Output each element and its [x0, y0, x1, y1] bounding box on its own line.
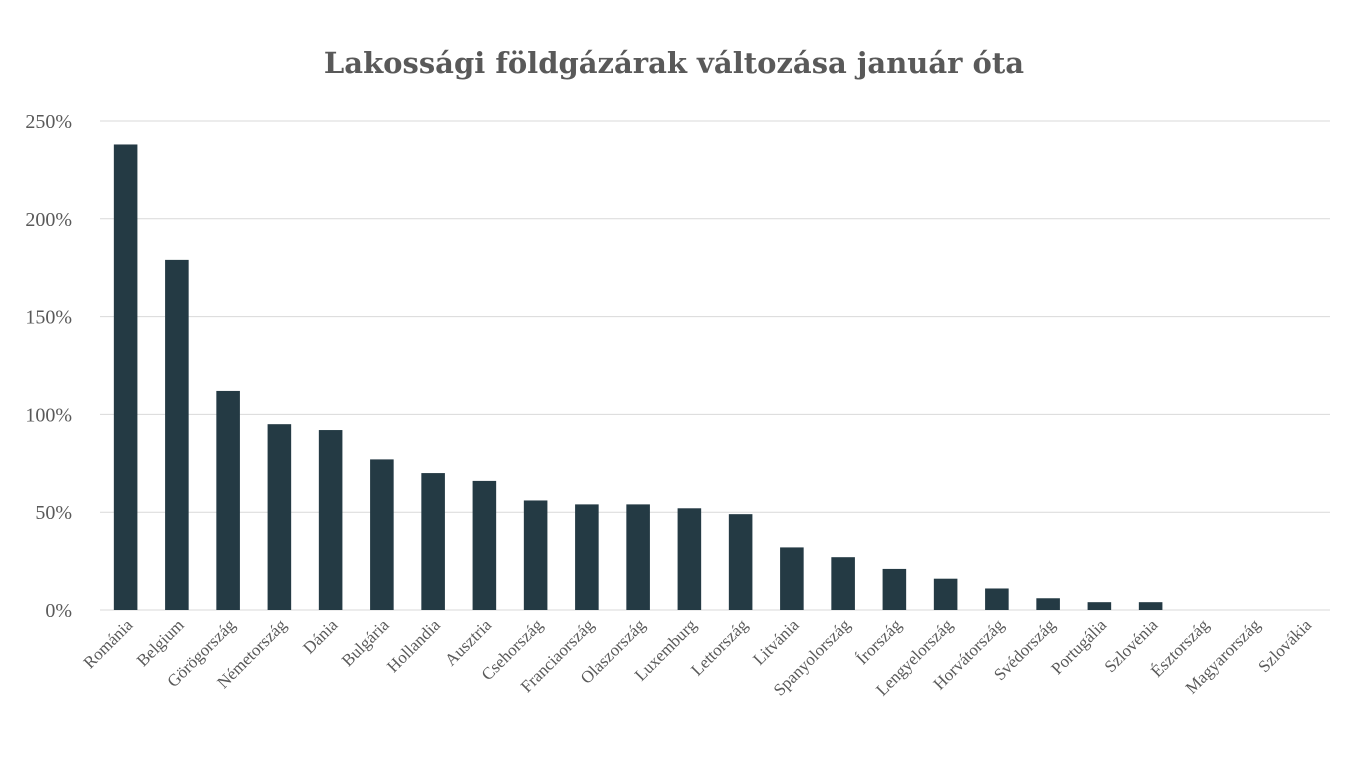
y-axis-ticks: 0% 50% 100% 150% 200% 250%	[25, 111, 72, 622]
x-tick-label: Románia	[80, 615, 137, 672]
bar-Románia	[113, 144, 138, 610]
x-tick-label: Lettország	[687, 615, 752, 680]
bar-Litvánia	[780, 547, 804, 610]
bar-Horvátország	[985, 588, 1009, 610]
x-tick-label: Dánia	[299, 615, 341, 657]
bar-Belgium	[165, 259, 189, 610]
y-tick-label: 150%	[25, 307, 72, 329]
bar-Lettország	[728, 514, 753, 610]
bar-Csehország	[523, 500, 548, 610]
bar-Portugália	[1087, 602, 1112, 610]
bar-Szlovénia	[1138, 602, 1163, 610]
chart-title: Lakossági földgázárak változása január ó…	[324, 46, 1024, 80]
bar-Lengyelország	[933, 578, 958, 610]
bar-Bulgária	[370, 459, 394, 610]
bar-Ausztria	[472, 480, 497, 610]
x-tick-label: Portugália	[1047, 615, 1110, 678]
x-tick-label: Hollandia	[383, 615, 444, 676]
y-tick-label: 200%	[25, 209, 72, 231]
x-tick-label: Szlovákia	[1254, 615, 1315, 676]
bar-Görögország	[216, 390, 240, 610]
gridlines	[100, 120, 1330, 611]
y-tick-label: 50%	[35, 502, 72, 524]
bar-Svédország	[1036, 598, 1060, 610]
bars	[113, 144, 1163, 610]
bar-Franciaország	[575, 504, 599, 610]
bar-Olaszország	[626, 504, 650, 610]
bar-Hollandia	[421, 473, 445, 610]
bar-Dánia	[318, 430, 343, 610]
y-tick-label: 250%	[25, 111, 72, 133]
bar-Írország	[882, 568, 907, 610]
y-tick-label: 0%	[45, 600, 72, 622]
bar-Németország	[267, 424, 292, 610]
bar-Spanyolország	[831, 557, 855, 610]
bar-Luxemburg	[677, 508, 702, 610]
y-tick-label: 100%	[25, 404, 72, 426]
